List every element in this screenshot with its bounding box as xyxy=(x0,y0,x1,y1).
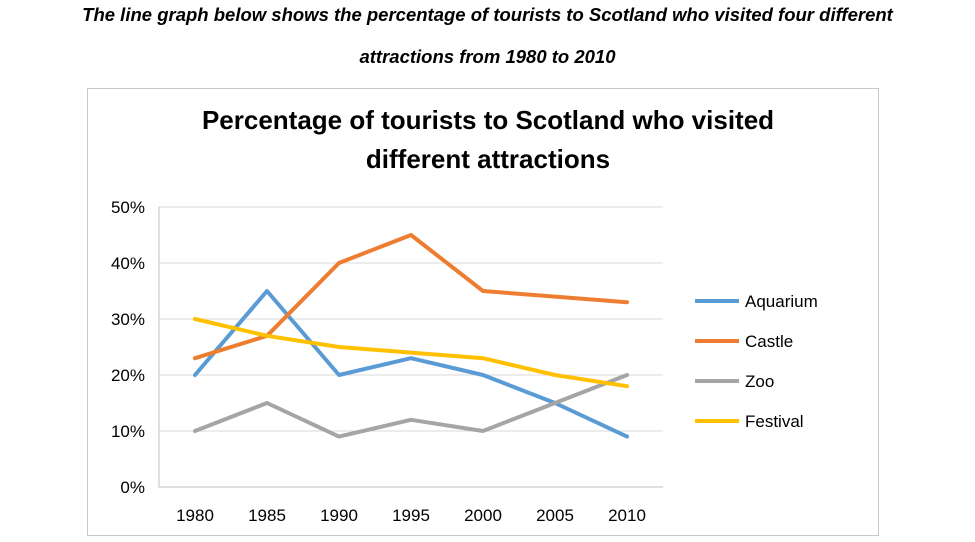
x-tick-label: 1995 xyxy=(392,506,430,525)
data-point-aquarium xyxy=(193,373,197,377)
x-tick-label: 2000 xyxy=(464,506,502,525)
chart-area: Percentage of tourists to Scotland who v… xyxy=(87,88,879,536)
chart-title-line-2: different attractions xyxy=(366,144,610,174)
y-tick-label: 20% xyxy=(111,366,145,385)
data-point-aquarium xyxy=(625,435,629,439)
data-point-festival xyxy=(481,356,485,360)
data-point-aquarium xyxy=(481,373,485,377)
data-point-castle xyxy=(625,300,629,304)
y-tick-label: 50% xyxy=(111,198,145,217)
x-tick-label: 1980 xyxy=(176,506,214,525)
data-point-festival xyxy=(625,384,629,388)
x-tick-label: 2005 xyxy=(536,506,574,525)
caption-line-2: attractions from 1980 to 2010 xyxy=(359,46,616,67)
x-tick-label: 1990 xyxy=(320,506,358,525)
data-point-aquarium xyxy=(337,373,341,377)
data-point-zoo xyxy=(553,401,557,405)
x-tick-label: 2010 xyxy=(608,506,646,525)
series-line-festival xyxy=(193,317,629,389)
data-point-castle xyxy=(193,356,197,360)
data-point-zoo xyxy=(193,429,197,433)
series-line-zoo xyxy=(193,373,629,439)
data-point-zoo xyxy=(409,418,413,422)
data-point-festival xyxy=(265,334,269,338)
legend-label-zoo: Zoo xyxy=(745,372,774,391)
data-point-zoo xyxy=(481,429,485,433)
x-tick-label: 1985 xyxy=(248,506,286,525)
series-line-aquarium xyxy=(193,289,629,439)
data-point-castle xyxy=(553,295,557,299)
data-point-zoo xyxy=(337,435,341,439)
y-tick-label: 40% xyxy=(111,254,145,273)
y-tick-label: 10% xyxy=(111,422,145,441)
legend-label-aquarium: Aquarium xyxy=(745,292,818,311)
data-point-festival xyxy=(337,345,341,349)
line-chart: Percentage of tourists to Scotland who v… xyxy=(111,105,818,525)
data-point-festival xyxy=(553,373,557,377)
chart-title-line-1: Percentage of tourists to Scotland who v… xyxy=(202,105,774,135)
data-point-zoo xyxy=(625,373,629,377)
y-tick-label: 0% xyxy=(120,478,145,497)
legend-label-festival: Festival xyxy=(745,412,804,431)
data-point-zoo xyxy=(265,401,269,405)
data-point-festival xyxy=(193,317,197,321)
y-tick-label: 30% xyxy=(111,310,145,329)
data-point-festival xyxy=(409,351,413,355)
data-point-castle xyxy=(337,261,341,265)
data-point-castle xyxy=(409,233,413,237)
data-point-aquarium xyxy=(409,356,413,360)
data-point-castle xyxy=(481,289,485,293)
data-point-aquarium xyxy=(265,289,269,293)
caption-line-1: The line graph below shows the percentag… xyxy=(82,4,893,25)
legend-label-castle: Castle xyxy=(745,332,793,351)
